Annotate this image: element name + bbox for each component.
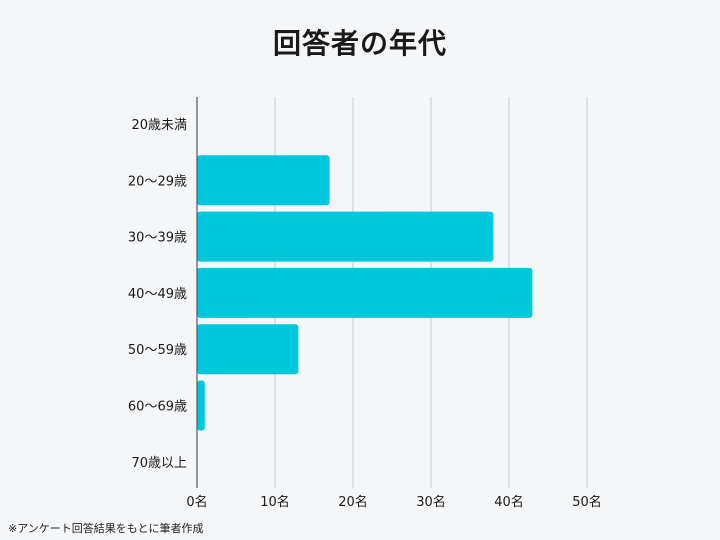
bars: [197, 155, 533, 431]
category-label: 20～29歳: [128, 174, 187, 189]
footnote: ※アンケート回答結果をもとに筆者作成: [8, 522, 204, 535]
category-label: 20歳未満: [131, 118, 187, 133]
x-tick-label: 50名: [572, 494, 602, 510]
x-tick-labels: 0名 10名 20名 30名 40名 50名: [186, 494, 601, 510]
category-label: 70歳以上: [131, 456, 187, 471]
category-label: 40～49歳: [128, 287, 187, 302]
category-label: 60～69歳: [128, 400, 187, 415]
category-label: 30～39歳: [128, 231, 187, 246]
bar: [197, 155, 330, 206]
x-tick-label: 40名: [494, 494, 524, 510]
category-labels: 20歳未満 20～29歳 30～39歳 40～49歳 50～59歳 60～69歳 70歳以上: [128, 118, 187, 471]
chart-title: 回答者の年代: [272, 27, 447, 60]
bar: [197, 267, 533, 318]
x-tick-label: 20名: [338, 494, 368, 510]
x-tick-label: 30名: [416, 494, 446, 510]
x-tick-label: 0名: [186, 494, 207, 510]
bar: [197, 324, 299, 375]
x-tick-label: 10名: [260, 494, 290, 510]
bar: [197, 211, 494, 262]
category-label: 50～59歳: [128, 343, 187, 358]
bar: [197, 380, 205, 431]
